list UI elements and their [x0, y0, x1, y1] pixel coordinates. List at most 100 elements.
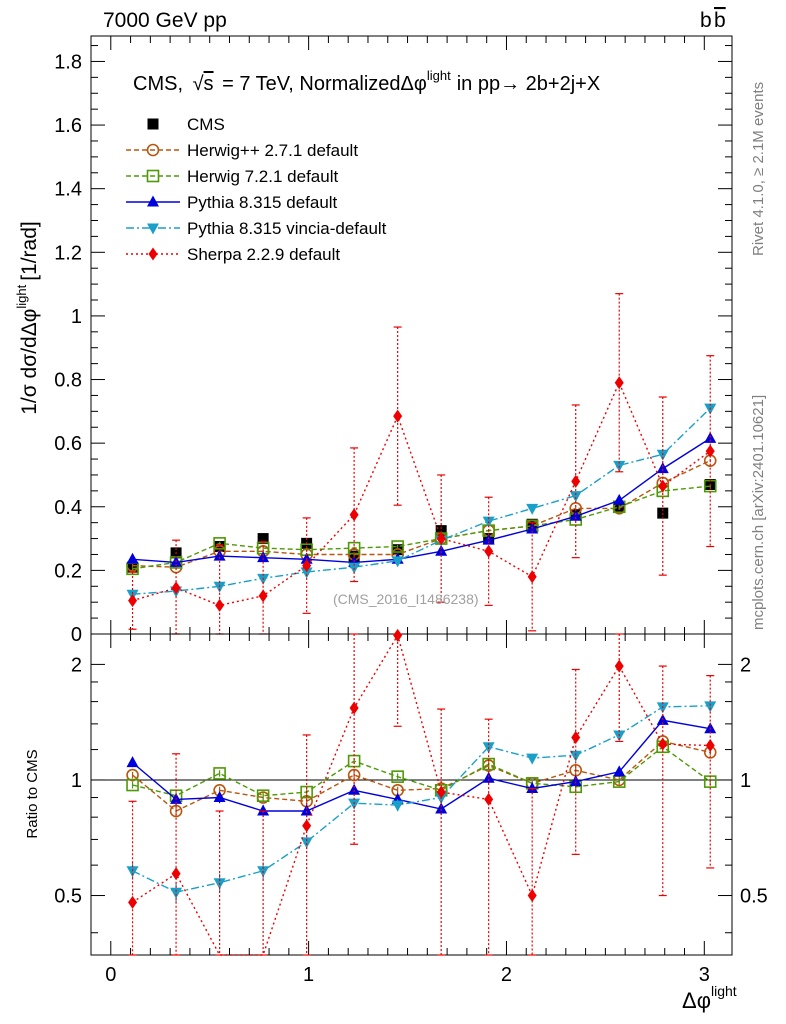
- ratio-y-label: Ratio to CMS: [24, 749, 41, 838]
- main-axis-ticks: 0 0.2 0.4 0.6 0.8 1 1.2 1.4 1.6 1.8: [54, 36, 732, 646]
- ratio-point: [302, 819, 312, 833]
- header-right-bbar: b: [714, 9, 726, 32]
- legend-entry: Pythia 8.315 default: [126, 193, 338, 212]
- data-point: [571, 474, 581, 488]
- y-tick-label: 0.4: [54, 497, 82, 519]
- ratio-point: [569, 775, 582, 787]
- ratio-point: [126, 778, 139, 792]
- mcplots-label: mcplots.cern.ch [arXiv:2401.10621]: [750, 395, 767, 630]
- legend-marker: [146, 169, 160, 183]
- data-point: [215, 598, 225, 612]
- ratio-line: [132, 740, 711, 812]
- ratio-point: [484, 792, 494, 806]
- ratio-line: [132, 633, 711, 956]
- ratio-point: [435, 802, 448, 814]
- legend-marker: [147, 223, 159, 235]
- y-axis-label-main: 1/σ dσ/dΔφ: [18, 309, 41, 415]
- series-line: [132, 485, 711, 570]
- main-series: [126, 293, 717, 635]
- data-point: [300, 567, 313, 579]
- ratio-y-tick-label-right: 2: [740, 654, 751, 676]
- y-tick-label: 0.6: [54, 433, 82, 455]
- title-sqrt: √: [193, 73, 204, 95]
- x-tick-label: 1: [303, 964, 314, 986]
- chart-title: CMS, √s = 7 TeV, NormalizedΔφlight in pp→…: [133, 68, 600, 95]
- legend-marker: [147, 118, 159, 130]
- ratio-point: [126, 866, 139, 878]
- y-tick-label: 1.6: [54, 115, 82, 137]
- data-point: [613, 493, 626, 505]
- ratio-point: [571, 731, 581, 745]
- data-point: [257, 533, 269, 545]
- series-line: [132, 380, 711, 607]
- data-point: [527, 570, 537, 584]
- legend-entry: Pythia 8.315 vincia-default: [126, 219, 387, 238]
- data-point: [526, 503, 539, 515]
- x-tick-label: 0: [105, 964, 116, 986]
- data-point: [213, 581, 226, 593]
- ratio-point: [526, 782, 539, 794]
- data-point: [656, 462, 669, 474]
- ratio-point: [658, 737, 668, 751]
- legend: CMS Herwig++ 2.7.1 default Herwig 7.2.1 de…: [126, 115, 387, 264]
- legend-label: Pythia 8.315 default: [187, 193, 338, 212]
- ratio-point: [300, 804, 313, 816]
- data-point: [302, 559, 312, 573]
- title-rest: in pp→ 2b+2j+X: [457, 73, 600, 95]
- y-tick-label: 0: [71, 624, 82, 646]
- data-point: [258, 589, 268, 603]
- data-point: [213, 549, 226, 561]
- data-point: [349, 508, 359, 522]
- ratio-point: [300, 837, 313, 849]
- ratio-point: [213, 791, 226, 803]
- data-point: [658, 479, 668, 493]
- ratio-point: [300, 785, 313, 799]
- legend-label: Pythia 8.315 vincia-default: [187, 219, 387, 238]
- y-axis-label-sup: light: [14, 284, 29, 308]
- main-panel: 0 0.2 0.4 0.6 0.8 1 1.2 1.4 1.6 1.8 CMS, √s = 7 T…: [54, 35, 733, 646]
- y-tick-label: 0.2: [54, 560, 82, 582]
- data-point: [435, 525, 447, 537]
- legend-marker: [147, 195, 159, 207]
- header-left: 7000 GeV pp: [103, 9, 227, 32]
- y-tick-label: 1.8: [54, 51, 82, 73]
- data-point: [213, 537, 226, 550]
- ratio-series: [126, 628, 717, 956]
- legend-label: Herwig 7.2.1 default: [187, 167, 338, 186]
- ratio-point: [169, 804, 183, 818]
- y-tick-label: 0.8: [54, 370, 82, 392]
- data-point: [435, 544, 448, 556]
- ratio-y-tick-label: 2: [71, 654, 82, 676]
- title-prefix: CMS,: [133, 73, 183, 95]
- ratio-point: [527, 889, 537, 903]
- ratio-point: [126, 768, 139, 782]
- ratio-point: [393, 628, 403, 642]
- ratio-y-tick-label: 0.5: [54, 886, 82, 908]
- ratio-point: [171, 867, 181, 881]
- ratio-y-tick-label: 1: [71, 770, 82, 792]
- legend-entry: Herwig++ 2.7.1 default: [126, 141, 358, 160]
- ratio-point: [391, 800, 404, 812]
- ratio-point: [213, 767, 226, 780]
- y-tick-label: 1.4: [54, 179, 82, 201]
- data-point: [257, 551, 270, 563]
- legend-entry: Sherpa 2.2.9 default: [126, 245, 340, 264]
- ratio-y-tick-label-right: 1: [740, 770, 751, 792]
- ratio-point: [348, 798, 361, 810]
- data-point: [171, 581, 181, 595]
- ratio-point: [349, 701, 359, 715]
- legend-marker: [148, 247, 158, 261]
- data-point: [614, 376, 624, 390]
- data-point: [569, 509, 582, 521]
- ratio-point: [482, 757, 495, 771]
- data-point: [391, 540, 404, 553]
- ratio-point: [347, 768, 361, 782]
- ratio-point: [348, 783, 361, 795]
- title-dphi: Δφ: [401, 73, 427, 95]
- y-tick-label: 1.2: [54, 242, 82, 264]
- legend-marker: [146, 143, 160, 157]
- ratio-point: [391, 770, 404, 783]
- x-axis-label-main: Δφ: [682, 988, 711, 1013]
- y-axis-label: 1/σ dσ/dΔφlight [1/rad]: [14, 221, 41, 415]
- legend-label: CMS: [187, 115, 225, 134]
